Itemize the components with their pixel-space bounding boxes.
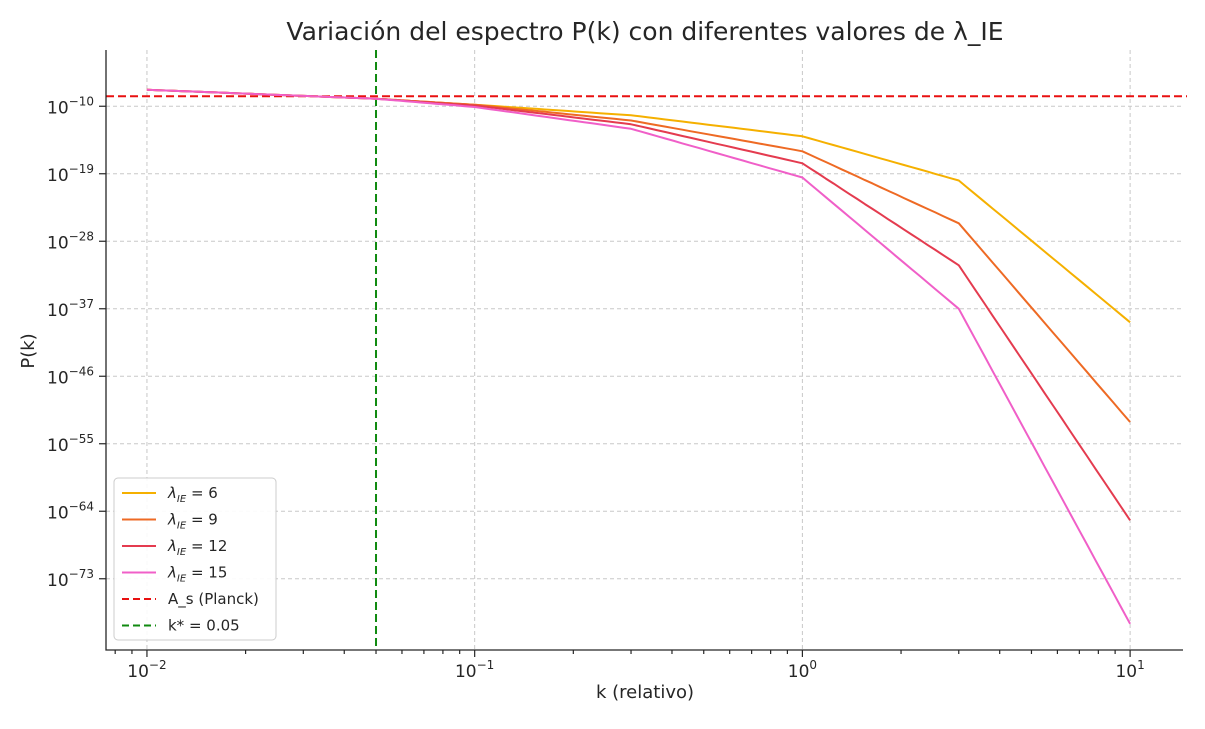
x-tick-base: 10	[1115, 662, 1137, 682]
series-line-0	[146, 88, 1131, 324]
y-axis-label: P(k)	[18, 333, 39, 368]
y-tick-label: 10−55	[47, 432, 94, 456]
legend-symbol: λ	[167, 537, 177, 555]
legend-value: = 15	[186, 564, 227, 582]
legend-symbol: λ	[167, 484, 177, 502]
y-tick-exponent: −10	[69, 94, 94, 108]
legend-subscript: IE	[177, 494, 187, 505]
legend-symbol: λ	[167, 564, 177, 582]
y-tick-base: 10	[47, 166, 69, 186]
y-tick-exponent: −73	[69, 567, 94, 581]
y-tick-exponent: −55	[69, 432, 94, 446]
y-tick-exponent: −64	[69, 499, 94, 513]
legend-label-3: λIE = 15	[167, 564, 227, 585]
legend-value: = 6	[186, 484, 218, 502]
chart-title: Variación del espectro P(k) con diferent…	[286, 17, 1003, 46]
x-tick-label: 101	[1115, 658, 1144, 682]
y-tick-exponent: −28	[69, 229, 94, 243]
x-tick-base: 10	[788, 662, 810, 682]
y-tick-exponent: −37	[69, 297, 94, 311]
axes	[105, 50, 1183, 651]
y-tick-label: 10−64	[47, 499, 94, 523]
x-axis-label: k (relativo)	[596, 682, 694, 703]
x-tick-base: 10	[455, 662, 477, 682]
legend-label-2: λIE = 12	[167, 537, 227, 558]
x-tick-exponent: 0	[809, 658, 817, 672]
legend-subscript: IE	[177, 521, 187, 532]
y-tick-label: 10−28	[47, 229, 94, 253]
grid	[106, 50, 1183, 650]
y-tick-label: 10−19	[47, 162, 94, 186]
legend-label-ref-1: k* = 0.05	[168, 617, 240, 635]
legend-subscript: IE	[177, 574, 187, 585]
x-tick-label: 10−1	[455, 658, 494, 682]
y-tick-base: 10	[47, 233, 69, 253]
y-tick-base: 10	[47, 436, 69, 456]
y-tick-label: 10−37	[47, 297, 94, 321]
y-tick-base: 10	[47, 571, 69, 591]
series-line-2	[146, 88, 1131, 521]
legend-value: = 9	[186, 511, 218, 529]
axis-spines	[105, 50, 1183, 651]
legend-label-ref-0: A_s (Planck)	[168, 590, 259, 609]
x-ticks: 10−2 10−1 100 101	[114, 650, 1145, 682]
y-tick-label: 10−10	[47, 94, 94, 118]
x-tick-exponent: −1	[477, 658, 495, 672]
legend-subscript: IE	[177, 547, 187, 558]
y-tick-base: 10	[47, 301, 69, 321]
y-tick-exponent: −46	[69, 364, 94, 378]
x-tick-base: 10	[127, 662, 149, 682]
x-tick-label: 100	[788, 658, 817, 682]
legend-label-0: λIE = 6	[167, 484, 218, 505]
y-tick-exponent: −19	[69, 162, 94, 176]
x-tick-exponent: 1	[1137, 658, 1145, 672]
legend-label-1: λIE = 9	[167, 511, 218, 532]
x-tick-label: 10−2	[127, 658, 166, 682]
legend-value: = 12	[186, 537, 227, 555]
x-tick-exponent: −2	[149, 658, 167, 672]
y-tick-label: 10−46	[47, 364, 94, 388]
y-tick-label: 10−73	[47, 567, 94, 591]
y-tick-base: 10	[47, 368, 69, 388]
series-lines	[146, 88, 1131, 625]
y-tick-base: 10	[47, 98, 69, 118]
series-line-3	[146, 88, 1131, 625]
legend-symbol: λ	[167, 511, 177, 529]
y-tick-base: 10	[47, 503, 69, 523]
reference-lines	[106, 50, 1187, 650]
series-line-1	[146, 88, 1131, 423]
